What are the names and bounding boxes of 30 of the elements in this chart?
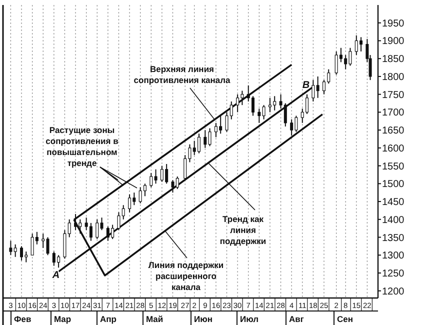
text: Мар bbox=[54, 314, 72, 324]
y-tick-label: 1300 bbox=[382, 250, 405, 262]
text: Май bbox=[146, 314, 164, 324]
y-tick-label: 1950 bbox=[382, 18, 405, 30]
text: Июл bbox=[240, 314, 259, 324]
annotation: B bbox=[302, 80, 310, 91]
y-tick-label: 1350 bbox=[382, 232, 405, 244]
y-tick-label: 1550 bbox=[382, 161, 405, 172]
text: Сен bbox=[337, 314, 353, 324]
annotation: Линия поддержки расширенного канала bbox=[148, 260, 224, 292]
y-tick-label: 1850 bbox=[382, 54, 405, 66]
y-tick-label: 1450 bbox=[382, 197, 405, 208]
annotation: Растущие зоны сопротивления в повышательном тренде bbox=[46, 125, 118, 168]
y-tick-label: 1800 bbox=[382, 72, 405, 83]
y-tick-label: 1250 bbox=[382, 268, 405, 280]
text: Фев bbox=[14, 314, 32, 324]
y-tick-label: 1500 bbox=[382, 179, 405, 190]
y-tick-label: 1750 bbox=[382, 90, 405, 101]
y-tick-label: 1600 bbox=[382, 143, 405, 154]
text: Июн bbox=[194, 314, 213, 324]
y-tick-label: 1700 bbox=[382, 108, 405, 119]
text: Авг bbox=[289, 314, 304, 324]
annotation: A bbox=[51, 270, 60, 281]
y-tick-label: 1900 bbox=[382, 36, 405, 48]
y-tick-label: 1200 bbox=[382, 286, 405, 298]
y-tick-label: 1400 bbox=[382, 214, 405, 226]
y-tick-label: 1650 bbox=[382, 126, 405, 137]
text: Апр bbox=[100, 314, 116, 324]
annotation: Верхняя линия сопротивления канала bbox=[134, 64, 230, 85]
annotation: Тренд как линия поддержки bbox=[220, 214, 266, 246]
